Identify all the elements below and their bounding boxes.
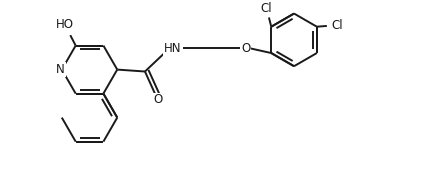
Text: HN: HN: [164, 42, 182, 55]
Text: O: O: [241, 42, 250, 55]
Text: Cl: Cl: [331, 19, 343, 32]
Text: O: O: [153, 93, 162, 107]
Text: N: N: [56, 63, 65, 76]
Text: HO: HO: [56, 18, 74, 31]
Text: Cl: Cl: [261, 2, 272, 15]
